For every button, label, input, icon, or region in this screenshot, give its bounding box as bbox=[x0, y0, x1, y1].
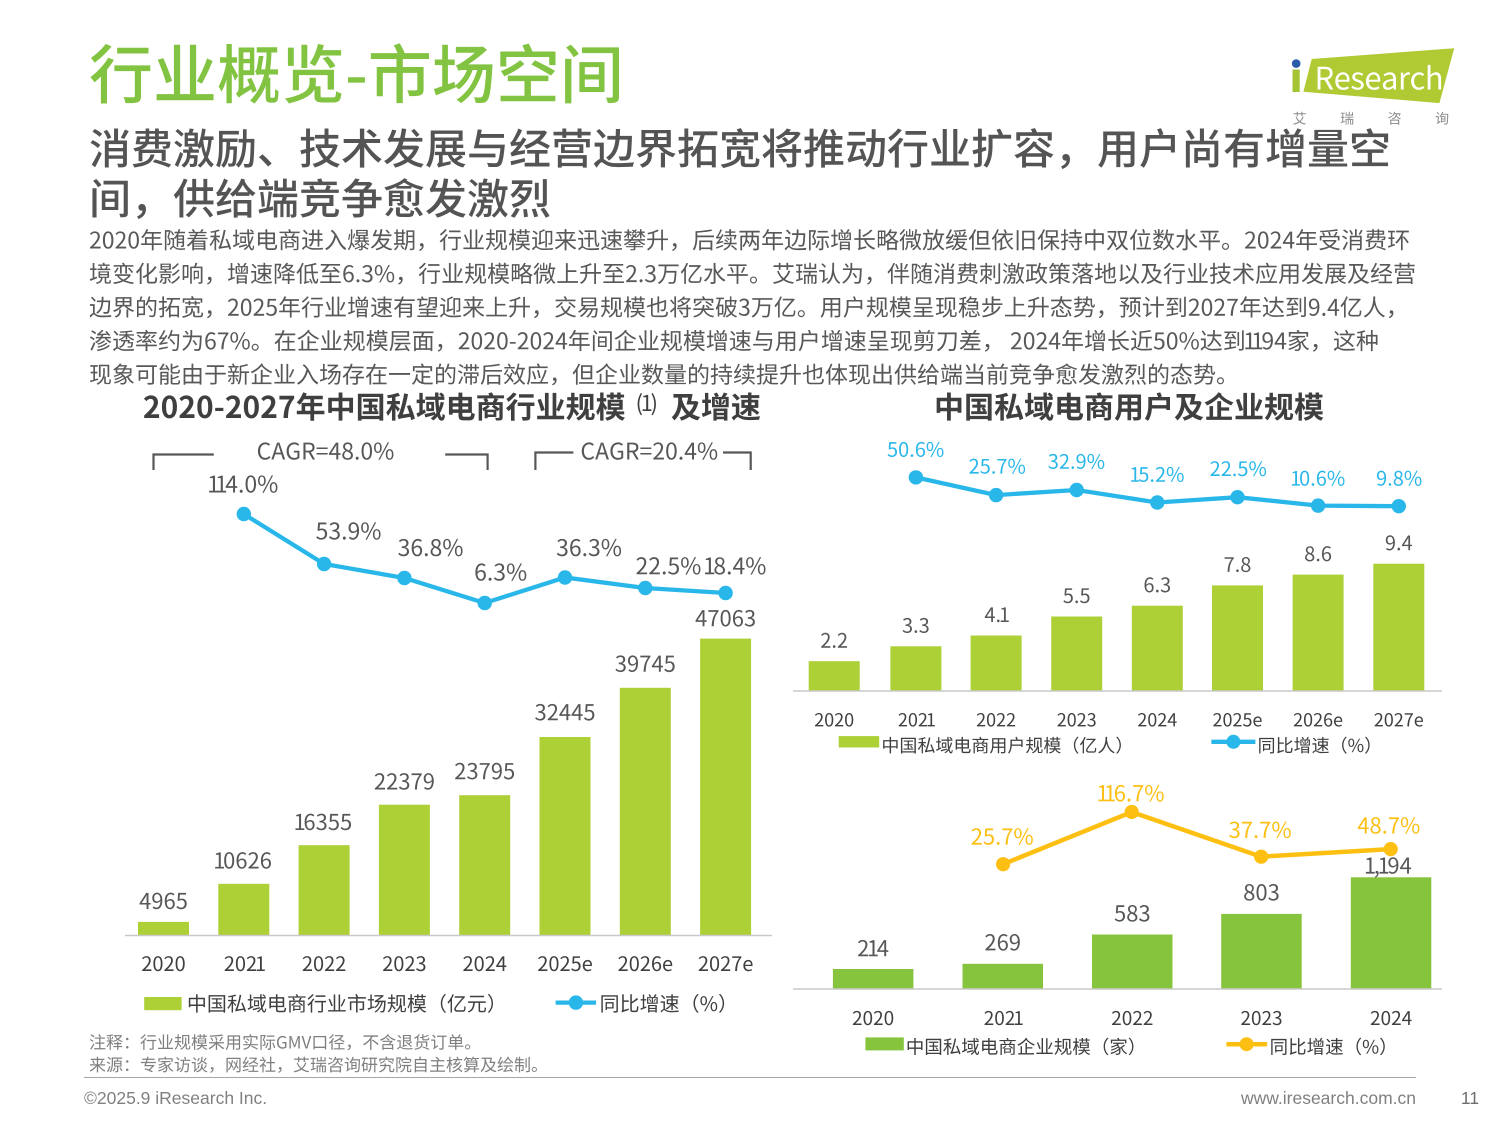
svg-text:www.iresearch.com.cn: www.iresearch.com.cn bbox=[1240, 1088, 1416, 1108]
svg-text:11: 11 bbox=[1461, 1088, 1479, 1108]
svg-text:©2025.9 iResearch Inc.: ©2025.9 iResearch Inc. bbox=[84, 1088, 267, 1108]
